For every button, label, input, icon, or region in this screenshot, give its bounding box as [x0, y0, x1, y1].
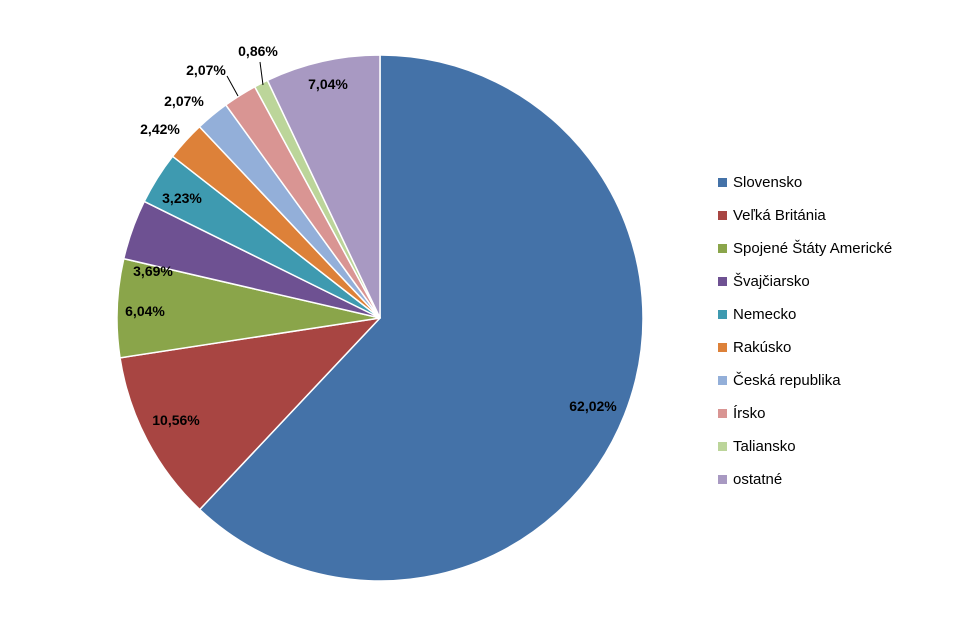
legend: Slovensko Veľká Británia Spojené Štáty A…	[718, 166, 892, 496]
legend-label: Írsko	[733, 405, 766, 422]
data-label: 0,86%	[238, 43, 278, 59]
legend-label: ostatné	[733, 471, 783, 488]
legend-item: Švajčiarsko	[718, 265, 892, 298]
legend-swatch	[718, 244, 727, 253]
legend-item: ostatné	[718, 463, 892, 496]
pie-slice-2	[119, 317, 381, 511]
legend-swatch	[718, 277, 727, 286]
data-labels: 62,02% 10,56% 6,04% 3,69% 3,23% 2,42% 2,07% 2,0…	[125, 43, 617, 428]
legend-label: Spojené Štáty Americké	[733, 240, 893, 257]
legend-swatch	[718, 310, 727, 319]
leader-line	[259, 61, 264, 86]
pie-slices	[116, 54, 644, 582]
legend-swatch	[718, 178, 727, 187]
legend-item: Spojené Štáty Americké	[718, 232, 892, 265]
legend-label: Slovensko	[733, 174, 803, 191]
legend-item: Veľká Británia	[718, 199, 892, 232]
legend-swatch	[718, 475, 727, 484]
legend-item: Írsko	[718, 397, 892, 430]
legend-label: Veľká Británia	[733, 207, 826, 224]
legend-item: Česká republika	[718, 364, 892, 397]
legend-item: Slovensko	[718, 166, 892, 199]
data-label: 62,02%	[569, 398, 617, 414]
data-label: 2,07%	[186, 62, 226, 78]
legend-label: Rakúsko	[733, 339, 792, 356]
leader-lines	[226, 61, 264, 97]
data-label: 2,42%	[140, 121, 180, 137]
data-label: 10,56%	[152, 412, 200, 428]
legend-item: Rakúsko	[718, 331, 892, 364]
legend-swatch	[718, 442, 727, 451]
legend-swatch	[718, 409, 727, 418]
legend-label: Švajčiarsko	[733, 273, 810, 290]
data-label: 3,69%	[133, 263, 173, 279]
data-label: 6,04%	[125, 303, 165, 319]
legend-label: Taliansko	[733, 438, 796, 455]
legend-swatch	[718, 211, 727, 220]
pie-slice-10	[266, 54, 381, 319]
data-label: 7,04%	[308, 76, 348, 92]
legend-label: Česká republika	[733, 372, 841, 389]
data-label: 3,23%	[162, 190, 202, 206]
legend-label: Nemecko	[733, 306, 797, 323]
legend-swatch	[718, 343, 727, 352]
legend-swatch	[718, 376, 727, 385]
legend-item: Taliansko	[718, 430, 892, 463]
leader-line	[226, 75, 239, 97]
data-label: 2,07%	[164, 93, 204, 109]
legend-item: Nemecko	[718, 298, 892, 331]
pie-slice-1	[198, 54, 644, 582]
